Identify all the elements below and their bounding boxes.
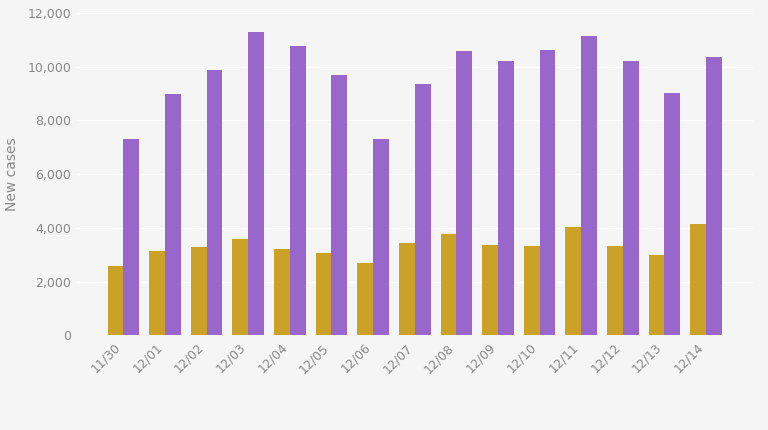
Bar [690, 224, 706, 335]
Bar [149, 251, 165, 335]
Bar [623, 61, 639, 335]
Bar [207, 70, 223, 335]
Bar [498, 61, 514, 335]
Bar [357, 263, 373, 335]
Y-axis label: New cases: New cases [5, 137, 19, 211]
Bar [274, 249, 290, 335]
Bar [649, 255, 664, 335]
Bar [581, 36, 597, 335]
Bar [664, 93, 680, 335]
Bar [706, 57, 722, 335]
Bar [456, 51, 472, 335]
Bar [373, 138, 389, 335]
Bar [316, 253, 332, 335]
Bar [332, 75, 347, 335]
Bar [607, 246, 623, 335]
Bar [290, 46, 306, 335]
Bar [441, 234, 456, 335]
Bar [540, 50, 555, 335]
Bar [399, 243, 415, 335]
Bar [165, 94, 180, 335]
Bar [415, 83, 431, 335]
Bar [108, 266, 124, 335]
Bar [248, 32, 264, 335]
Bar [524, 246, 540, 335]
Bar [233, 240, 248, 335]
Bar [190, 247, 207, 335]
Bar [565, 227, 581, 335]
Bar [482, 245, 498, 335]
Bar [124, 139, 139, 335]
